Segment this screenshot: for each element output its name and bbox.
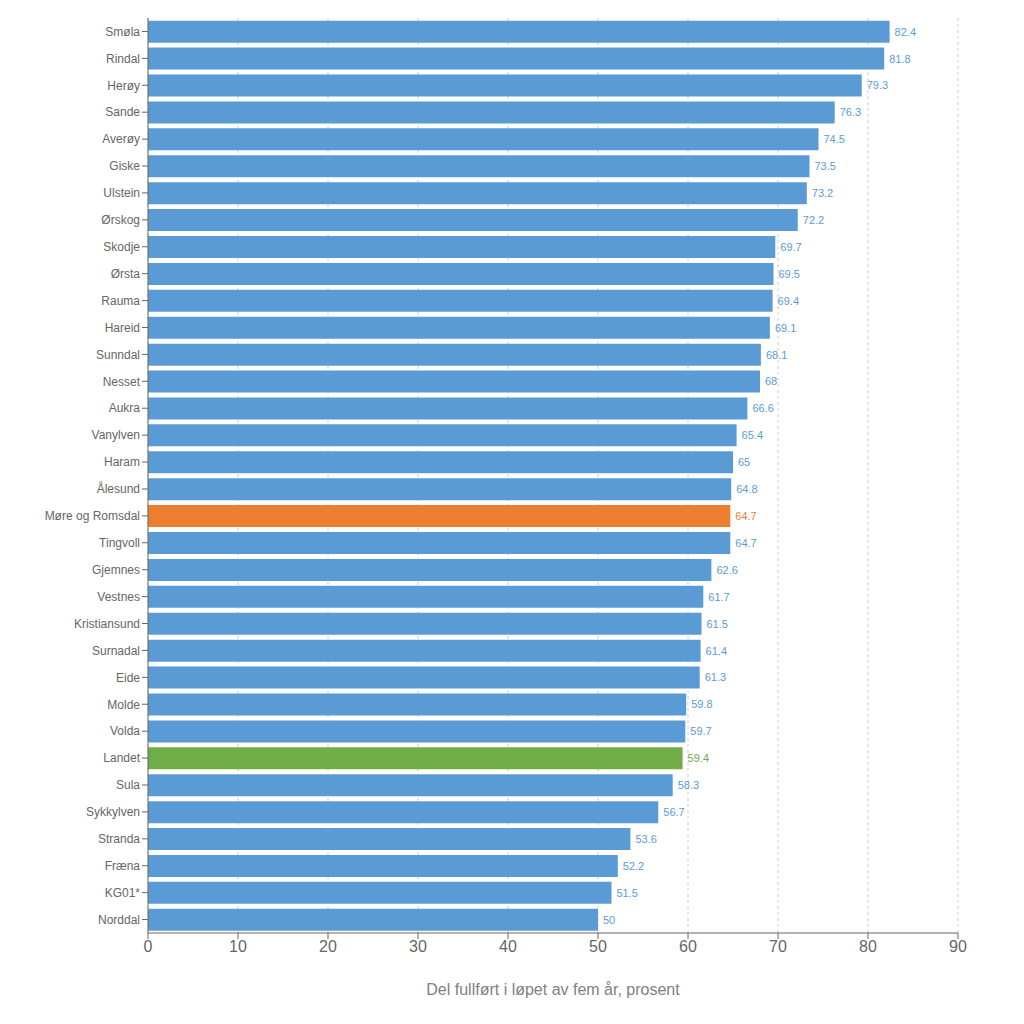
svg-text:59.8: 59.8: [691, 698, 712, 710]
svg-text:Stranda: Stranda: [98, 832, 140, 846]
svg-text:Sande: Sande: [105, 105, 140, 119]
svg-text:65: 65: [738, 456, 750, 468]
svg-text:Smøla: Smøla: [105, 25, 140, 39]
svg-text:56.7: 56.7: [663, 806, 684, 818]
svg-text:59.4: 59.4: [688, 752, 709, 764]
svg-text:50: 50: [589, 938, 607, 955]
svg-text:Aukra: Aukra: [109, 401, 141, 415]
svg-text:70: 70: [769, 938, 787, 955]
svg-text:Sykkylven: Sykkylven: [86, 805, 140, 819]
svg-text:Surnadal: Surnadal: [92, 644, 140, 658]
svg-text:50: 50: [603, 914, 615, 926]
svg-text:59.7: 59.7: [690, 725, 711, 737]
svg-text:Fræna: Fræna: [105, 859, 141, 873]
svg-text:61.4: 61.4: [706, 645, 727, 657]
svg-text:53.6: 53.6: [635, 833, 656, 845]
svg-text:20: 20: [319, 938, 337, 955]
svg-text:Ulstein: Ulstein: [103, 186, 140, 200]
svg-text:61.5: 61.5: [707, 618, 728, 630]
svg-text:74.5: 74.5: [824, 133, 845, 145]
svg-text:30: 30: [409, 938, 427, 955]
svg-text:Molde: Molde: [107, 698, 140, 712]
svg-text:66.6: 66.6: [752, 402, 773, 414]
svg-text:Ørsta: Ørsta: [111, 267, 141, 281]
svg-text:Herøy: Herøy: [107, 79, 140, 93]
svg-text:Averøy: Averøy: [102, 132, 140, 146]
svg-text:69.1: 69.1: [775, 322, 796, 334]
svg-text:61.7: 61.7: [708, 591, 729, 603]
svg-text:Kristiansund: Kristiansund: [74, 617, 140, 631]
svg-text:Del fullført i løpet av fem år: Del fullført i løpet av fem år, prosent: [426, 981, 680, 998]
svg-text:Tingvoll: Tingvoll: [99, 536, 140, 550]
svg-text:Sunndal: Sunndal: [96, 348, 140, 362]
svg-text:64.7: 64.7: [735, 510, 756, 522]
svg-text:Ålesund: Ålesund: [97, 481, 140, 496]
svg-text:65.4: 65.4: [742, 429, 763, 441]
svg-text:68: 68: [765, 375, 777, 387]
svg-text:Gjemnes: Gjemnes: [92, 563, 140, 577]
svg-text:Skodje: Skodje: [103, 240, 140, 254]
svg-text:73.5: 73.5: [815, 160, 836, 172]
svg-text:64.8: 64.8: [736, 483, 757, 495]
svg-text:82.4: 82.4: [895, 26, 916, 38]
svg-text:64.7: 64.7: [735, 537, 756, 549]
svg-text:90: 90: [949, 938, 967, 955]
svg-text:58.3: 58.3: [678, 779, 699, 791]
svg-text:Hareid: Hareid: [105, 321, 140, 335]
svg-text:72.2: 72.2: [803, 214, 824, 226]
svg-text:68.1: 68.1: [766, 349, 787, 361]
svg-text:0: 0: [144, 938, 153, 955]
svg-text:69.7: 69.7: [780, 241, 801, 253]
svg-text:Giske: Giske: [109, 159, 140, 173]
svg-text:40: 40: [499, 938, 517, 955]
svg-text:Volda: Volda: [110, 724, 140, 738]
svg-text:60: 60: [679, 938, 697, 955]
svg-text:73.2: 73.2: [812, 187, 833, 199]
svg-text:80: 80: [859, 938, 877, 955]
svg-text:Ørskog: Ørskog: [101, 213, 140, 227]
svg-text:KG01*: KG01*: [105, 886, 141, 900]
svg-text:62.6: 62.6: [716, 564, 737, 576]
svg-text:10: 10: [229, 938, 247, 955]
svg-text:61.3: 61.3: [705, 671, 726, 683]
svg-text:76.3: 76.3: [840, 106, 861, 118]
svg-text:Vestnes: Vestnes: [97, 590, 140, 604]
svg-text:Eide: Eide: [116, 671, 140, 685]
svg-text:Rindal: Rindal: [106, 52, 140, 66]
svg-text:52.2: 52.2: [623, 860, 644, 872]
svg-text:69.5: 69.5: [779, 268, 800, 280]
svg-text:Møre og Romsdal: Møre og Romsdal: [45, 509, 140, 523]
svg-text:69.4: 69.4: [778, 295, 799, 307]
svg-text:Landet: Landet: [103, 751, 140, 765]
svg-text:Norddal: Norddal: [98, 913, 140, 927]
svg-text:51.5: 51.5: [617, 887, 638, 899]
svg-text:Haram: Haram: [104, 455, 140, 469]
svg-text:Sula: Sula: [116, 778, 140, 792]
svg-text:Rauma: Rauma: [101, 294, 140, 308]
svg-text:79.3: 79.3: [867, 79, 888, 91]
svg-text:81.8: 81.8: [889, 53, 910, 65]
svg-text:Nesset: Nesset: [103, 375, 141, 389]
svg-text:Vanylven: Vanylven: [92, 428, 140, 442]
